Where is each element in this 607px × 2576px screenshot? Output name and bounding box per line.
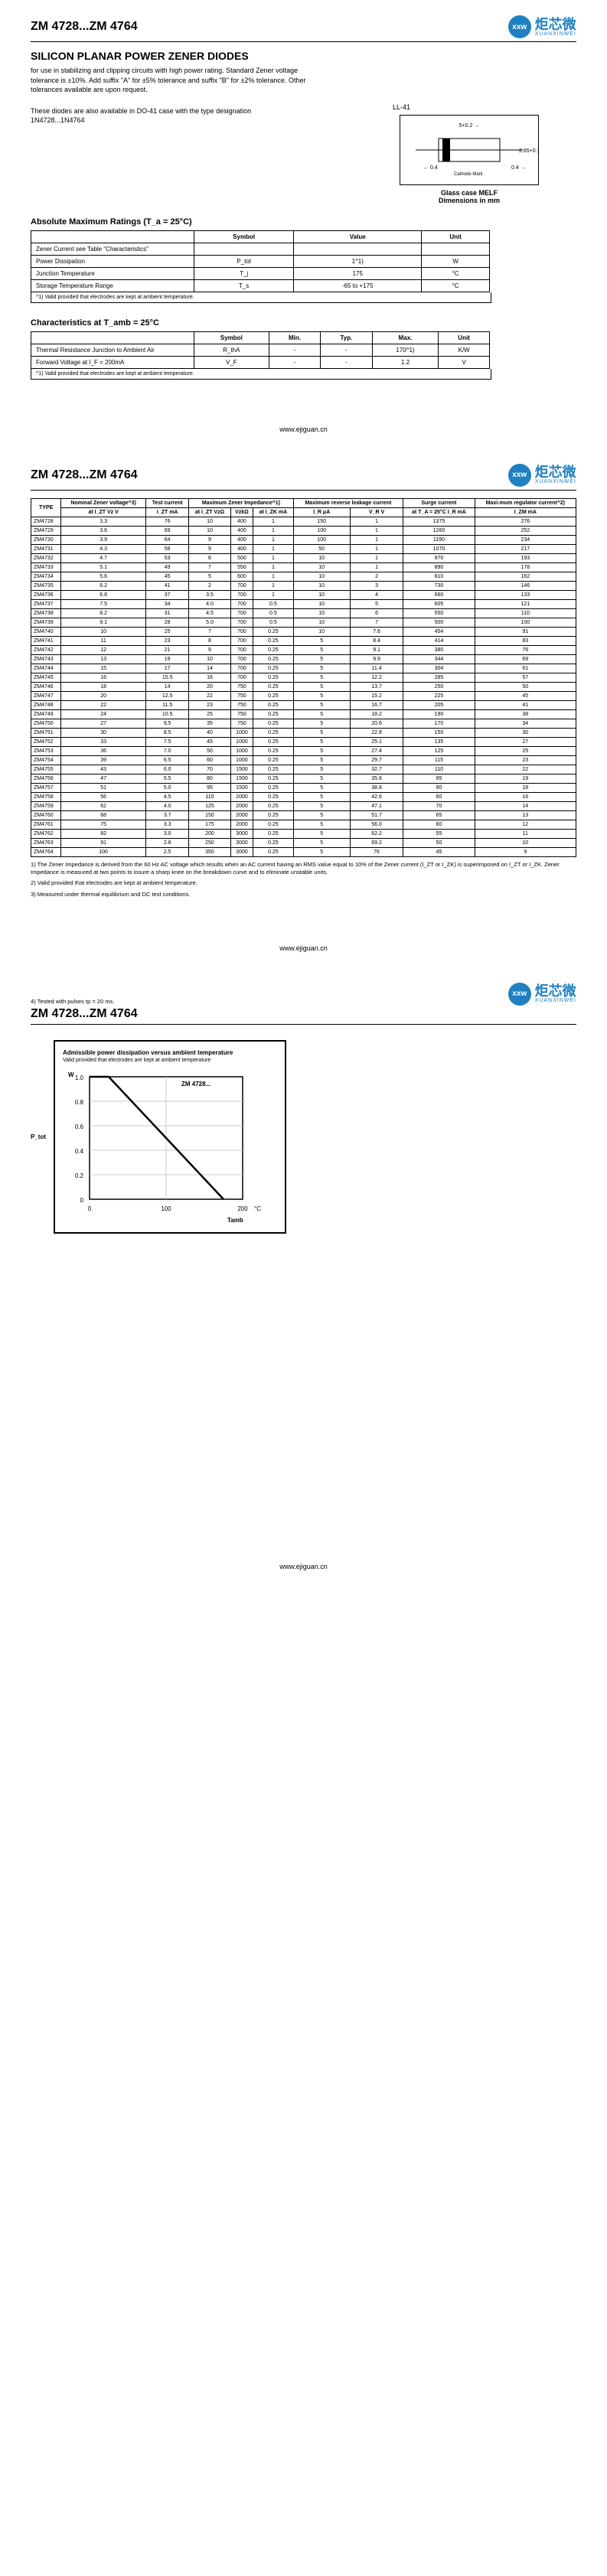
note-1: 1) The Zener Impedance is derived from t…: [31, 861, 576, 876]
description-1: for use in stabilizing and clipping circ…: [31, 66, 306, 95]
abs-title: Absolute Maximum Ratings (T_a = 25°C): [31, 217, 576, 227]
pkg-label: LL-41: [393, 103, 546, 111]
svg-text:0.2: 0.2: [75, 1172, 84, 1179]
table-row: ZM47324.75385001101970193: [31, 553, 576, 562]
footer-url-3: www.ejiguan.cn: [31, 1563, 576, 1570]
logo: xxw 炬芯微XUANXINWEI: [508, 15, 576, 38]
svg-text:200: 200: [237, 1205, 248, 1212]
abs-table: SymbolValueUnit Zener Current see Table …: [31, 230, 490, 292]
pkg-dim: Dimensions in mm: [393, 197, 546, 204]
svg-text:1.0: 1.0: [75, 1074, 84, 1081]
char-footnote: ^1) Valid provided that electrodes are k…: [31, 369, 491, 380]
svg-text:100: 100: [161, 1205, 171, 1212]
svg-text:W: W: [68, 1071, 74, 1078]
table-row: ZM4756475.58015000.25535.89519: [31, 774, 576, 783]
table-row: ZM47314.358940015011070217: [31, 544, 576, 553]
table-row: ZM4741112387000.2558.441483: [31, 636, 576, 645]
svg-text:← 0.4: ← 0.4: [423, 165, 438, 171]
table-row: ZM47345.64556001102810162: [31, 572, 576, 581]
logo-icon: xxw: [508, 15, 531, 38]
chart-title: Admissible power dissipation versus ambi…: [63, 1049, 277, 1056]
table-row: ZM4757515.09515000.25538.89018: [31, 783, 576, 792]
table-row: ZM47441517147000.25511.430461: [31, 664, 576, 673]
svg-text:2.65+0.1: 2.65+0.1: [519, 148, 539, 154]
pkg-case: Glass case MELF: [393, 189, 546, 197]
table-row: ZM4759624.012520000.25547.17014: [31, 801, 576, 810]
svg-text:0: 0: [88, 1205, 92, 1212]
table-row: ZM47335.14975501101890178: [31, 562, 576, 572]
package-drawing: LL-41 5+0.2 → 2.65+0.1 ← 0.4 0.4 → Catho…: [393, 103, 546, 204]
table-row: ZM4740102577000.25107.645491: [31, 627, 576, 636]
table-row: ZM47399.1285.07000.5107500100: [31, 618, 576, 627]
table-row: ZM47356.24127001103730146: [31, 581, 576, 590]
table-row: ZM4762823.020030000.25562.25511: [31, 829, 576, 838]
svg-text:Cathode Mark: Cathode Mark: [454, 172, 484, 177]
table-row: ZM4752337.54510000.25525.113527: [31, 737, 576, 746]
table-row: ZM47293.66910400110011260252: [31, 526, 576, 535]
table-row: ZM4755436.07015000.25532.711022: [31, 765, 576, 774]
svg-text:0.4 →: 0.4 →: [511, 165, 526, 171]
logo-2: xxw 炬芯微XUANXINWEI: [508, 464, 576, 487]
logo-3: xxw 炬芯微XUANXINWEI: [508, 983, 576, 1006]
table-row: ZM4761753.317520000.25556.06012: [31, 820, 576, 829]
svg-text:°C: °C: [254, 1205, 261, 1212]
char-title: Characteristics at T_amb = 25°C: [31, 318, 576, 328]
logo-en: XUANXINWEI: [535, 31, 576, 37]
table-row: ZM47303.9649400110011190234: [31, 535, 576, 544]
footer-url-2: www.ejiguan.cn: [31, 944, 576, 952]
table-row: ZM4760683.715020000.25551.76513: [31, 810, 576, 820]
svg-text:Tamb: Tamb: [227, 1217, 243, 1222]
svg-text:0: 0: [80, 1197, 84, 1204]
table-row: ZM4742122197000.2559.138076: [31, 645, 576, 654]
table-row: ZM4763912.825030000.25569.25010: [31, 838, 576, 847]
chart-sub: Valid provided that electrodes are kept …: [63, 1058, 277, 1063]
table-row: ZM4750279.5357500.25520.617034: [31, 719, 576, 728]
table-row: ZM47451615.5167000.25512.228557: [31, 673, 576, 682]
note-2: 2) Valid provided that electrodes are ke…: [31, 879, 576, 887]
table-row: ZM47388.2314.57000.5106550110: [31, 608, 576, 618]
chart-ylabel: P_tot: [31, 1133, 46, 1140]
table-row: ZM47482211.5237500.25516.720541: [31, 700, 576, 709]
table-row: ZM47641002.535030000.25576459: [31, 847, 576, 856]
description-2: These diodes are also available in DO-41…: [31, 106, 306, 126]
footer-url: www.ejiguan.cn: [31, 426, 576, 433]
part-range-3: ZM 4728...ZM 4764: [31, 1007, 138, 1021]
power-chart: Admissible power dissipation versus ambi…: [54, 1040, 286, 1234]
char-table: SymbolMin.Typ.Max.Unit Thermal Resistanc…: [31, 331, 490, 369]
table-row: ZM4751308.54010000.25522.815030: [31, 728, 576, 737]
table-row: ZM47366.8373.57001104660133: [31, 590, 576, 599]
table-row: ZM47461814207500.25513.725050: [31, 682, 576, 691]
part-range-2: ZM 4728...ZM 4764: [31, 468, 138, 482]
svg-text:0.4: 0.4: [75, 1148, 84, 1155]
main-table: TYPE Nominal Zener voltage^3) Test curre…: [31, 498, 576, 857]
note-4: 4) Tested with pulses tp = 20 ms.: [31, 998, 114, 1006]
svg-text:0.8: 0.8: [75, 1099, 84, 1106]
table-row: ZM47492410.5257500.25518.219038: [31, 709, 576, 719]
main-title: SILICON PLANAR POWER ZENER DIODES: [31, 50, 576, 62]
logo-cn: 炬芯微: [535, 18, 576, 31]
table-row: ZM47472012.5227500.25515.222545: [31, 691, 576, 700]
table-row: ZM47377.5344.07000.5105605121: [31, 599, 576, 608]
svg-text:5+0.2 →: 5+0.2 →: [459, 123, 480, 129]
abs-footnote: ^1) Valid provided that electrodes are k…: [31, 292, 491, 303]
table-row: ZM4754396.56010000.25529.711523: [31, 755, 576, 765]
table-row: ZM4758564.511020000.25542.68016: [31, 792, 576, 801]
part-range: ZM 4728...ZM 4764: [31, 20, 138, 34]
note-3: 3) Measured under thermal equilibrium an…: [31, 891, 576, 898]
svg-text:0.6: 0.6: [75, 1123, 84, 1130]
table-row: ZM47431319107000.2559.934469: [31, 654, 576, 664]
table-row: ZM4753367.05010000.25527.412525: [31, 746, 576, 755]
svg-text:ZM 4728...: ZM 4728...: [181, 1081, 210, 1087]
table-row: ZM47283.37610400115011375276: [31, 517, 576, 526]
